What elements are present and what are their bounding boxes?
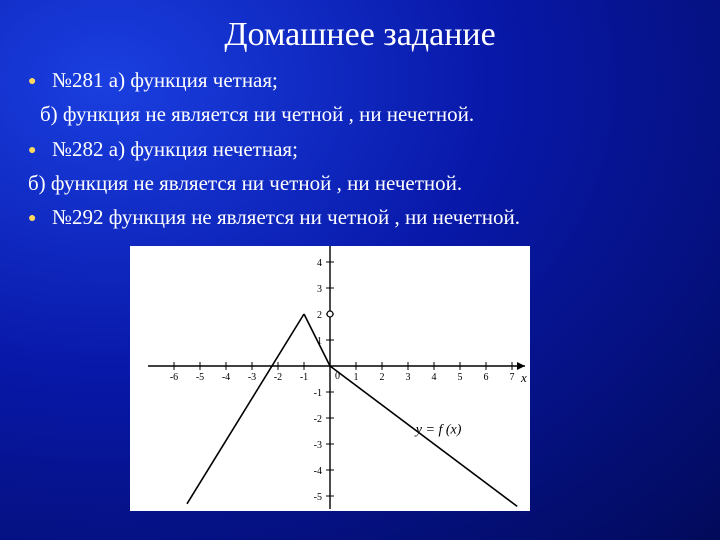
- svg-text:3: 3: [317, 284, 322, 295]
- svg-text:-2: -2: [274, 372, 282, 383]
- svg-text:-5: -5: [196, 372, 204, 383]
- list-item: ● №282 а) функция нечетная;: [28, 135, 692, 163]
- svg-text:4: 4: [317, 258, 322, 269]
- list-item: ● №292 функция не является ни четной , ни…: [28, 203, 692, 231]
- svg-text:2: 2: [380, 372, 385, 383]
- svg-text:-2: -2: [314, 414, 322, 425]
- function-chart: -6-5-4-3-2-11234567-5-4-3-2-112345xy0y =…: [130, 246, 530, 511]
- svg-text:4: 4: [432, 372, 437, 383]
- svg-text:3: 3: [406, 372, 411, 383]
- bullet-icon: ●: [28, 142, 38, 161]
- svg-text:1: 1: [354, 372, 359, 383]
- svg-text:-4: -4: [222, 372, 230, 383]
- bullet-icon: ●: [28, 210, 38, 229]
- list-item: б) функция не является ни четной , ни не…: [28, 100, 692, 128]
- svg-text:-3: -3: [248, 372, 256, 383]
- svg-text:-6: -6: [170, 372, 178, 383]
- svg-text:-3: -3: [314, 440, 322, 451]
- list-item-text: №282 а) функция нечетная;: [52, 135, 298, 163]
- svg-text:2: 2: [317, 310, 322, 321]
- bullet-icon: ●: [28, 73, 38, 92]
- list-item-text: №281 а) функция четная;: [52, 66, 278, 94]
- svg-text:y = f (x): y = f (x): [414, 422, 462, 437]
- list-item: б) функция не является ни четной , ни не…: [28, 169, 692, 197]
- svg-text:7: 7: [510, 372, 515, 383]
- svg-text:x: x: [520, 370, 527, 385]
- svg-text:-4: -4: [314, 466, 322, 477]
- list-item: ● №281 а) функция четная;: [28, 66, 692, 94]
- list-item-text: №292 функция не является ни четной , ни …: [52, 203, 520, 231]
- svg-text:-1: -1: [300, 372, 308, 383]
- page-title: Домашнее задание: [0, 0, 720, 66]
- content-list: ● №281 а) функция четная; б) функция не яв…: [0, 66, 720, 232]
- svg-text:5: 5: [458, 372, 463, 383]
- svg-text:-1: -1: [314, 388, 322, 399]
- svg-text:6: 6: [484, 372, 489, 383]
- svg-text:-5: -5: [314, 492, 322, 503]
